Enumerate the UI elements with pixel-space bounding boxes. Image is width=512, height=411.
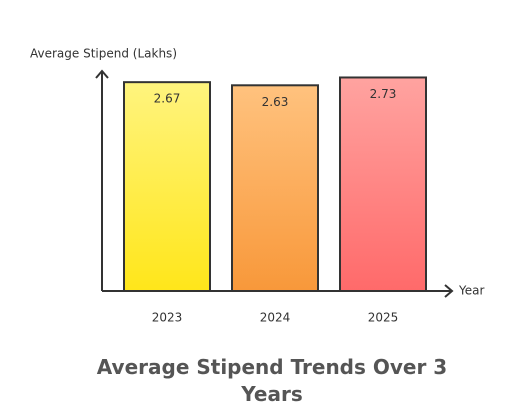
value-label: 2.63 [262,95,289,109]
chart-title: Average Stipend Trends Over 3 Years [96,355,448,406]
x-tick-label: 2025 [368,311,399,325]
x-tick-label: 2023 [152,311,183,325]
value-label: 2.67 [154,92,181,106]
bar [339,76,427,292]
value-label: 2.73 [370,87,397,101]
y-axis-label: Average Stipend (Lakhs) [30,47,177,61]
chart: Average Stipend (Lakhs) Year 2.67 2023 2.6… [30,47,484,325]
y-axis [95,69,109,291]
x-tick-label: 2024 [260,311,291,325]
x-axis-label: Year [458,284,484,298]
bar [231,84,319,292]
bar [123,81,211,292]
